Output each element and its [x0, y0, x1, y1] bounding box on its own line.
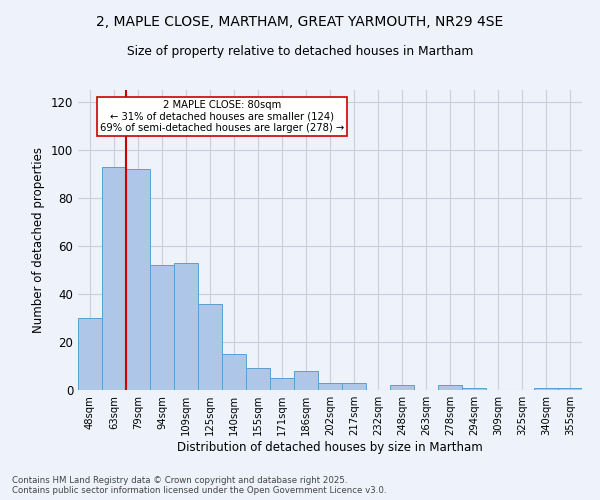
Bar — [198, 304, 222, 390]
Bar — [102, 167, 126, 390]
Bar — [462, 388, 486, 390]
X-axis label: Distribution of detached houses by size in Martham: Distribution of detached houses by size … — [177, 441, 483, 454]
Bar — [270, 378, 294, 390]
Bar — [318, 383, 342, 390]
Bar — [126, 169, 150, 390]
Bar — [390, 385, 414, 390]
Y-axis label: Number of detached properties: Number of detached properties — [32, 147, 45, 333]
Text: 2, MAPLE CLOSE, MARTHAM, GREAT YARMOUTH, NR29 4SE: 2, MAPLE CLOSE, MARTHAM, GREAT YARMOUTH,… — [97, 15, 503, 29]
Text: Size of property relative to detached houses in Martham: Size of property relative to detached ho… — [127, 45, 473, 58]
Bar — [174, 263, 198, 390]
Bar — [534, 388, 558, 390]
Bar — [222, 354, 246, 390]
Bar — [438, 385, 462, 390]
Text: Contains HM Land Registry data © Crown copyright and database right 2025.
Contai: Contains HM Land Registry data © Crown c… — [12, 476, 386, 495]
Text: 2 MAPLE CLOSE: 80sqm
← 31% of detached houses are smaller (124)
69% of semi-deta: 2 MAPLE CLOSE: 80sqm ← 31% of detached h… — [100, 100, 344, 133]
Bar — [294, 371, 318, 390]
Bar — [78, 318, 102, 390]
Bar — [246, 368, 270, 390]
Bar — [150, 265, 174, 390]
Bar — [558, 388, 582, 390]
Bar — [342, 383, 366, 390]
